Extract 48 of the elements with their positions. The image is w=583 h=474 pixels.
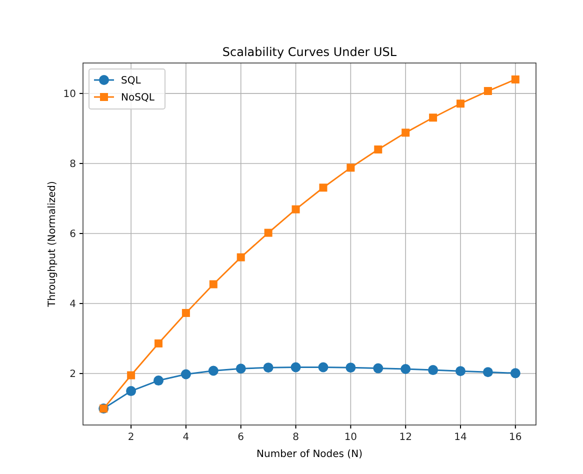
point — [510, 368, 520, 378]
y-tick-label: 6 — [70, 228, 76, 240]
y-axis-title: Throughput (Normalized) — [47, 181, 58, 308]
point — [236, 364, 246, 374]
point — [236, 253, 245, 262]
x-tick-label: 8 — [292, 432, 299, 443]
x-tick-label: 4 — [182, 432, 190, 443]
point — [428, 365, 438, 376]
point — [400, 364, 411, 374]
point — [318, 362, 328, 372]
y-tick-label: 4 — [70, 299, 76, 310]
point — [292, 205, 300, 214]
point — [154, 339, 162, 348]
y-tick-label: 8 — [70, 158, 76, 170]
point — [208, 366, 218, 376]
point — [180, 369, 191, 380]
chart-title: Scalability Curves Under USL — [222, 45, 397, 59]
point — [290, 362, 301, 372]
point — [456, 100, 464, 108]
x-tick-label: 14 — [454, 432, 467, 443]
point — [154, 376, 164, 386]
x-tick-label: 10 — [344, 432, 358, 443]
x-tick-label: 6 — [238, 432, 244, 443]
point — [482, 367, 493, 378]
point — [319, 184, 328, 192]
y-tick-label: 2 — [70, 369, 76, 380]
point — [511, 75, 520, 84]
point — [373, 363, 384, 374]
point — [346, 362, 356, 373]
legend-label: SQL — [121, 76, 142, 86]
point — [126, 386, 136, 396]
point — [127, 371, 136, 380]
point — [346, 164, 355, 172]
point — [429, 114, 438, 122]
x-tick-label: 12 — [399, 432, 412, 443]
point — [402, 128, 410, 137]
x-tick-label: 2 — [128, 432, 134, 443]
x-axis-title: Number of Nodes (N) — [256, 449, 363, 460]
point — [374, 145, 382, 154]
y-tick-label: 10 — [63, 88, 76, 100]
point — [209, 280, 218, 288]
point — [484, 87, 492, 96]
point — [182, 308, 190, 317]
legend-label: NoSQL — [121, 92, 155, 104]
point — [263, 362, 274, 373]
point — [456, 366, 466, 376]
x-tick-label: 16 — [509, 432, 522, 443]
point — [264, 228, 272, 237]
